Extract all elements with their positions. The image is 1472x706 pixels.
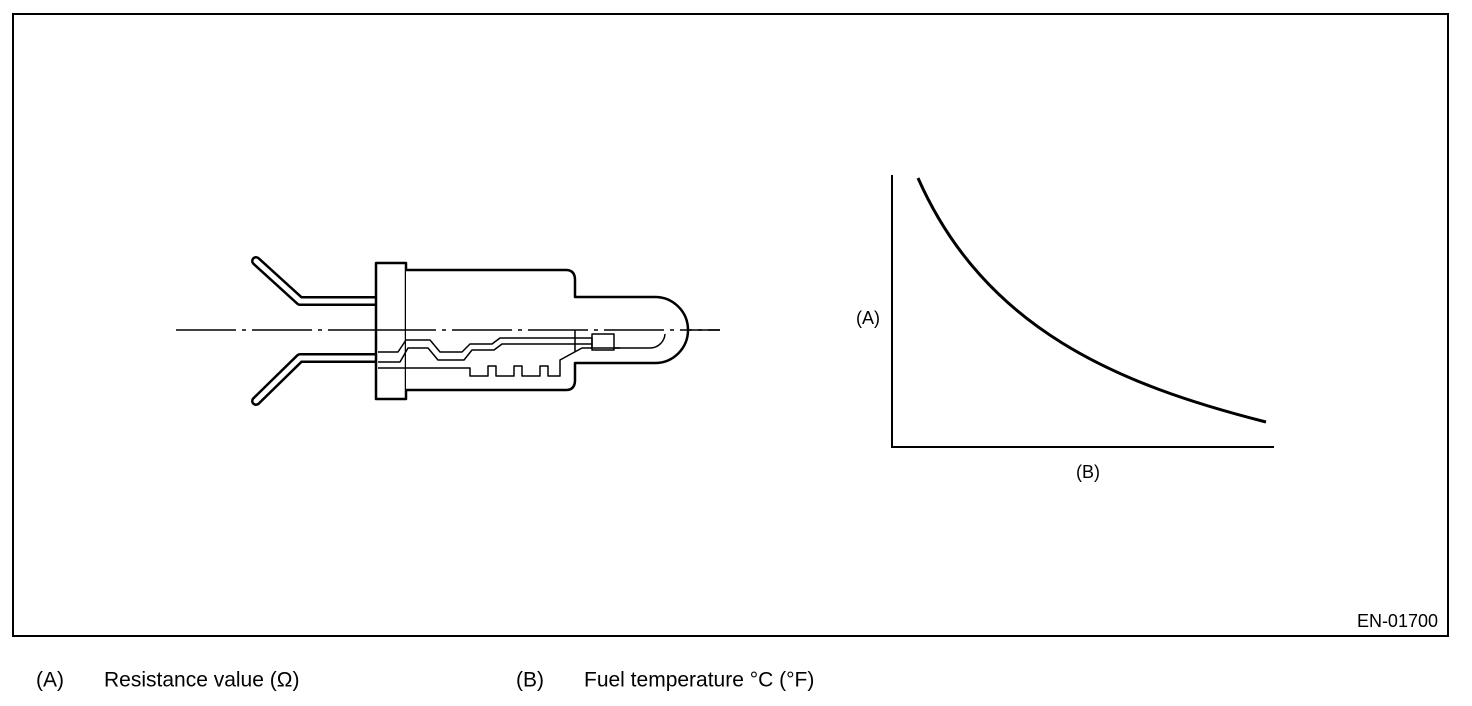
legend-text: Fuel temperature °C (°F) [584, 669, 814, 692]
frame [12, 13, 1449, 637]
legend-text: Resistance value (Ω) [104, 669, 299, 692]
terminal-lower-inner [253, 355, 381, 404]
axes [891, 175, 1274, 448]
legend-key: (B) [516, 669, 544, 692]
figure-id: EN-01700 [1357, 611, 1438, 631]
resistance-curve [916, 177, 1267, 424]
terminal-upper-inner [253, 258, 381, 304]
internal-lead-2 [378, 343, 592, 363]
terminal-lower [251, 353, 383, 406]
internal-wall [378, 347, 592, 377]
x-axis-label: (B) [1076, 462, 1100, 482]
thermistor [591, 333, 615, 351]
graph: (A) (B) [856, 175, 1274, 482]
sensor-illustration [176, 256, 720, 406]
legend-key: (A) [36, 669, 64, 692]
flange [374, 261, 408, 401]
y-axis-label: (A) [856, 308, 880, 328]
tip-inner [614, 333, 666, 349]
